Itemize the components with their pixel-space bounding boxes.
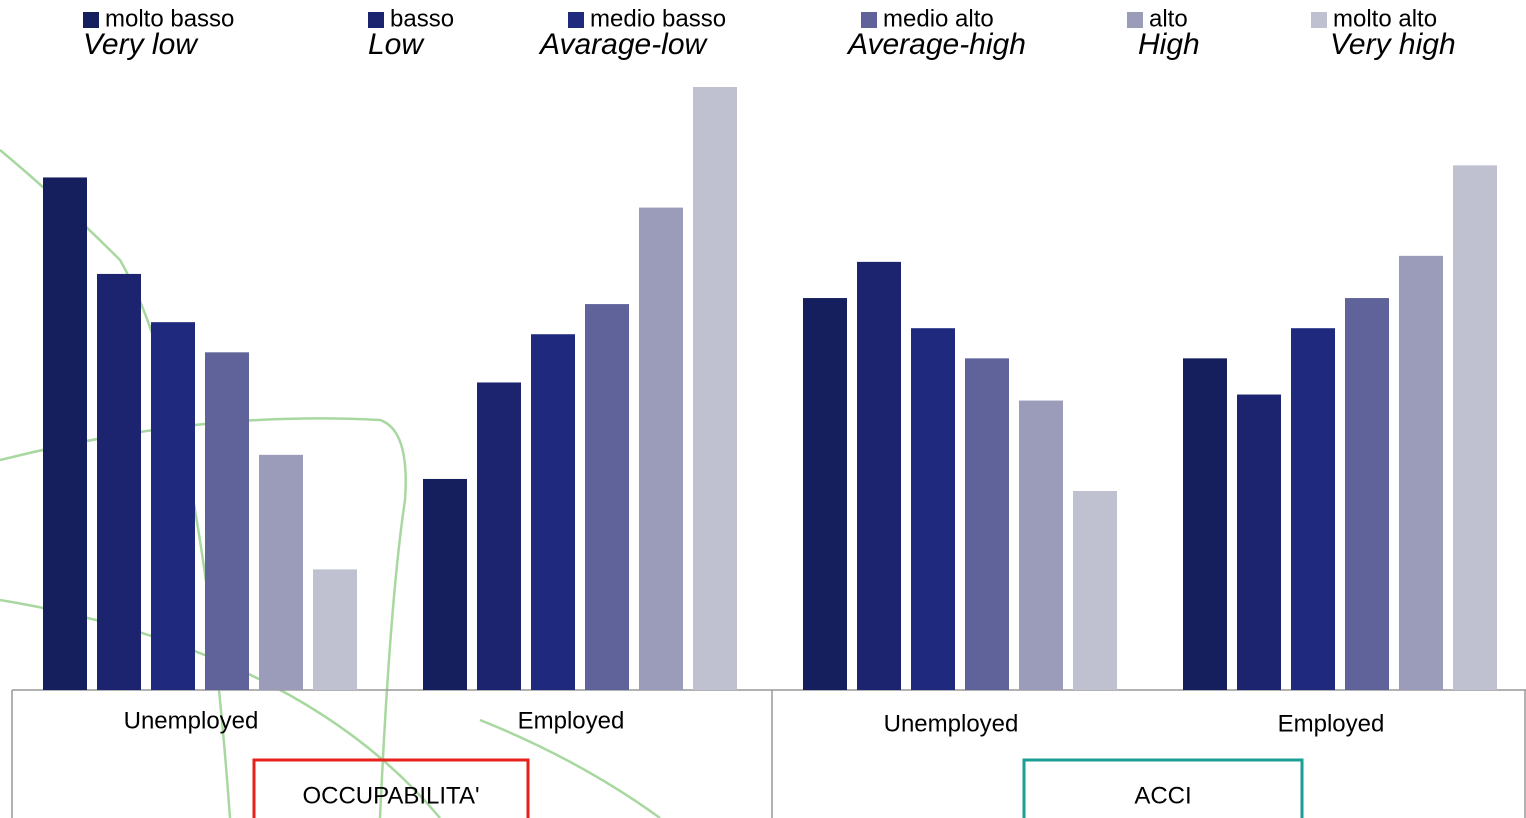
bar — [1399, 255, 1443, 690]
bar — [965, 358, 1009, 690]
legend-swatch — [368, 12, 384, 28]
legend-label: alto — [1149, 5, 1188, 32]
group-label: OCCUPABILITA' — [302, 782, 479, 809]
legend-translation: Average-high — [846, 28, 1026, 61]
bar — [313, 569, 357, 690]
legend-translation: Very high — [1330, 28, 1456, 61]
bar — [259, 454, 303, 690]
bar — [1291, 328, 1335, 690]
bar — [1345, 298, 1389, 690]
bar — [97, 273, 141, 690]
bar — [1183, 358, 1227, 690]
group-box — [252, 758, 530, 818]
group-box — [1022, 758, 1304, 818]
bar — [857, 261, 901, 690]
legend-swatch — [568, 12, 584, 28]
legend-translation: Avarage-low — [538, 28, 709, 61]
legend-swatch — [1127, 12, 1143, 28]
legend-label: medio alto — [883, 5, 994, 32]
bar — [151, 322, 195, 690]
bar — [803, 298, 847, 690]
legend-label: molto alto — [1333, 5, 1437, 32]
bar — [531, 334, 575, 690]
bar — [639, 207, 683, 690]
bar — [205, 352, 249, 690]
bar — [1019, 400, 1063, 690]
bar — [1237, 394, 1281, 690]
legend-label: molto basso — [105, 5, 234, 32]
legend-swatch — [861, 12, 877, 28]
bar — [693, 87, 737, 690]
legend-translation: High — [1138, 28, 1200, 61]
legend-label: basso — [390, 5, 454, 32]
bar — [585, 304, 629, 690]
legend-swatch — [1311, 12, 1327, 28]
legend-label: medio basso — [590, 5, 726, 32]
bar — [911, 328, 955, 690]
legend-translation: Very low — [83, 28, 199, 61]
legend-swatch — [83, 12, 99, 28]
decor-curve — [479, 718, 661, 818]
group-label: ACCI — [1134, 782, 1191, 809]
x-tick-label: Unemployed — [884, 710, 1019, 737]
bar — [1073, 491, 1117, 690]
bar — [1453, 165, 1497, 690]
legend-translation: Low — [368, 28, 425, 61]
x-tick-label: Employed — [1278, 710, 1385, 737]
bar — [43, 177, 87, 690]
bar — [477, 382, 521, 690]
x-tick-label: Employed — [518, 707, 625, 734]
x-tick-label: Unemployed — [124, 707, 259, 734]
bar — [423, 478, 467, 690]
